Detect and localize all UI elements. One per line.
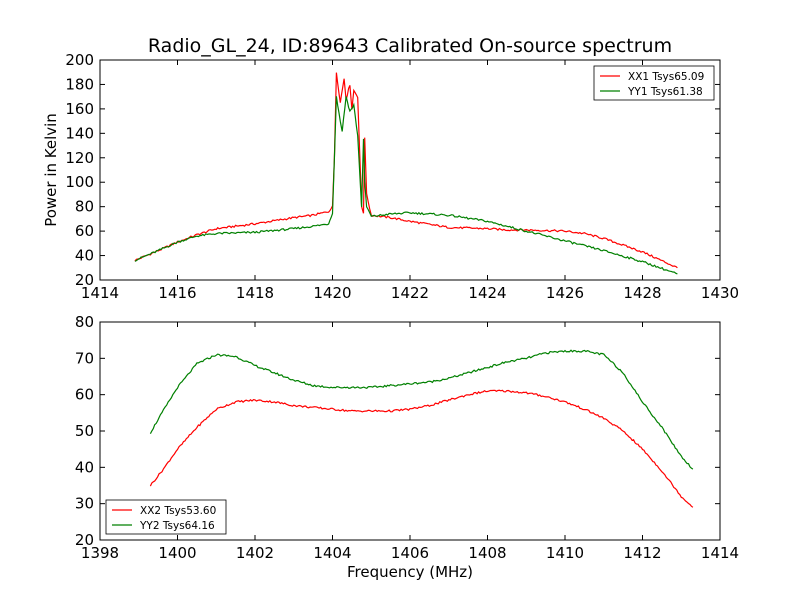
series-line-1-1 xyxy=(134,72,678,269)
x-tick-label: 1430 xyxy=(701,284,739,302)
y-tick-label: 180 xyxy=(65,75,94,93)
x-tick-label: 1426 xyxy=(546,284,584,302)
x-tick-label: 1418 xyxy=(236,284,274,302)
x-tick-label: 1402 xyxy=(236,544,274,562)
x-tick-label: 1400 xyxy=(158,544,196,562)
y-tick-label: 40 xyxy=(75,458,94,476)
x-tick-label: 1422 xyxy=(391,284,429,302)
y-tick-label: 120 xyxy=(65,149,94,167)
x-tick-label: 1410 xyxy=(546,544,584,562)
y-axis-label: Power in Kelvin xyxy=(42,113,60,227)
y-tick-label: 100 xyxy=(65,173,94,191)
y-tick-label: 60 xyxy=(75,222,94,240)
series-line-2-2 xyxy=(149,349,694,470)
bottom-panel: 1398 1400 1402 1404 1406 1408 1410 1412 1414 20 30… xyxy=(75,313,739,562)
x-tick-label: 1408 xyxy=(468,544,506,562)
y-tick-label: 200 xyxy=(65,51,94,69)
x-tick-label: 1414 xyxy=(81,284,119,302)
y-tick-label: 60 xyxy=(75,386,94,404)
top-panel: 1414 1416 1418 1420 1422 1424 1426 1428 1430 20 40… xyxy=(65,51,739,302)
x-tick-label: 1416 xyxy=(158,284,196,302)
legend-box xyxy=(105,499,227,535)
x-tick-label: 1414 xyxy=(701,544,739,562)
y-tick-label: 80 xyxy=(75,198,94,216)
legend-entry: YY2 Tsys64.16 xyxy=(139,520,215,532)
legend-entry: YY1 Tsys61.38 xyxy=(627,86,703,98)
y-tick-label: 20 xyxy=(75,531,94,549)
y-tick-label: 30 xyxy=(75,495,94,513)
y-tick-label: 40 xyxy=(75,247,94,265)
x-tick-label: 1424 xyxy=(468,284,506,302)
y-tick-label: 140 xyxy=(65,124,94,142)
x-tick-label: 1406 xyxy=(391,544,429,562)
x-tick-label: 1420 xyxy=(313,284,351,302)
x-axis-label: Frequency (MHz) xyxy=(347,563,473,581)
y-tick-label: 70 xyxy=(75,349,94,367)
legend-entry: XX1 Tsys65.09 xyxy=(628,71,704,83)
legend-box xyxy=(593,65,715,101)
y-tick-label: 80 xyxy=(75,313,94,331)
figure-title: Radio_GL_24, ID:89643 Calibrated On-sour… xyxy=(148,35,672,57)
legend-entry: XX2 Tsys53.60 xyxy=(140,505,216,517)
x-tick-label: 1398 xyxy=(81,544,119,562)
x-tick-label: 1428 xyxy=(623,284,661,302)
x-tick-label: 1404 xyxy=(313,544,351,562)
y-tick-label: 20 xyxy=(75,271,94,289)
series-line-2-1 xyxy=(149,389,694,508)
y-tick-label: 50 xyxy=(75,422,94,440)
y-tick-label: 160 xyxy=(65,100,94,118)
series-line-1-2 xyxy=(134,96,678,275)
x-tick-label: 1412 xyxy=(623,544,661,562)
